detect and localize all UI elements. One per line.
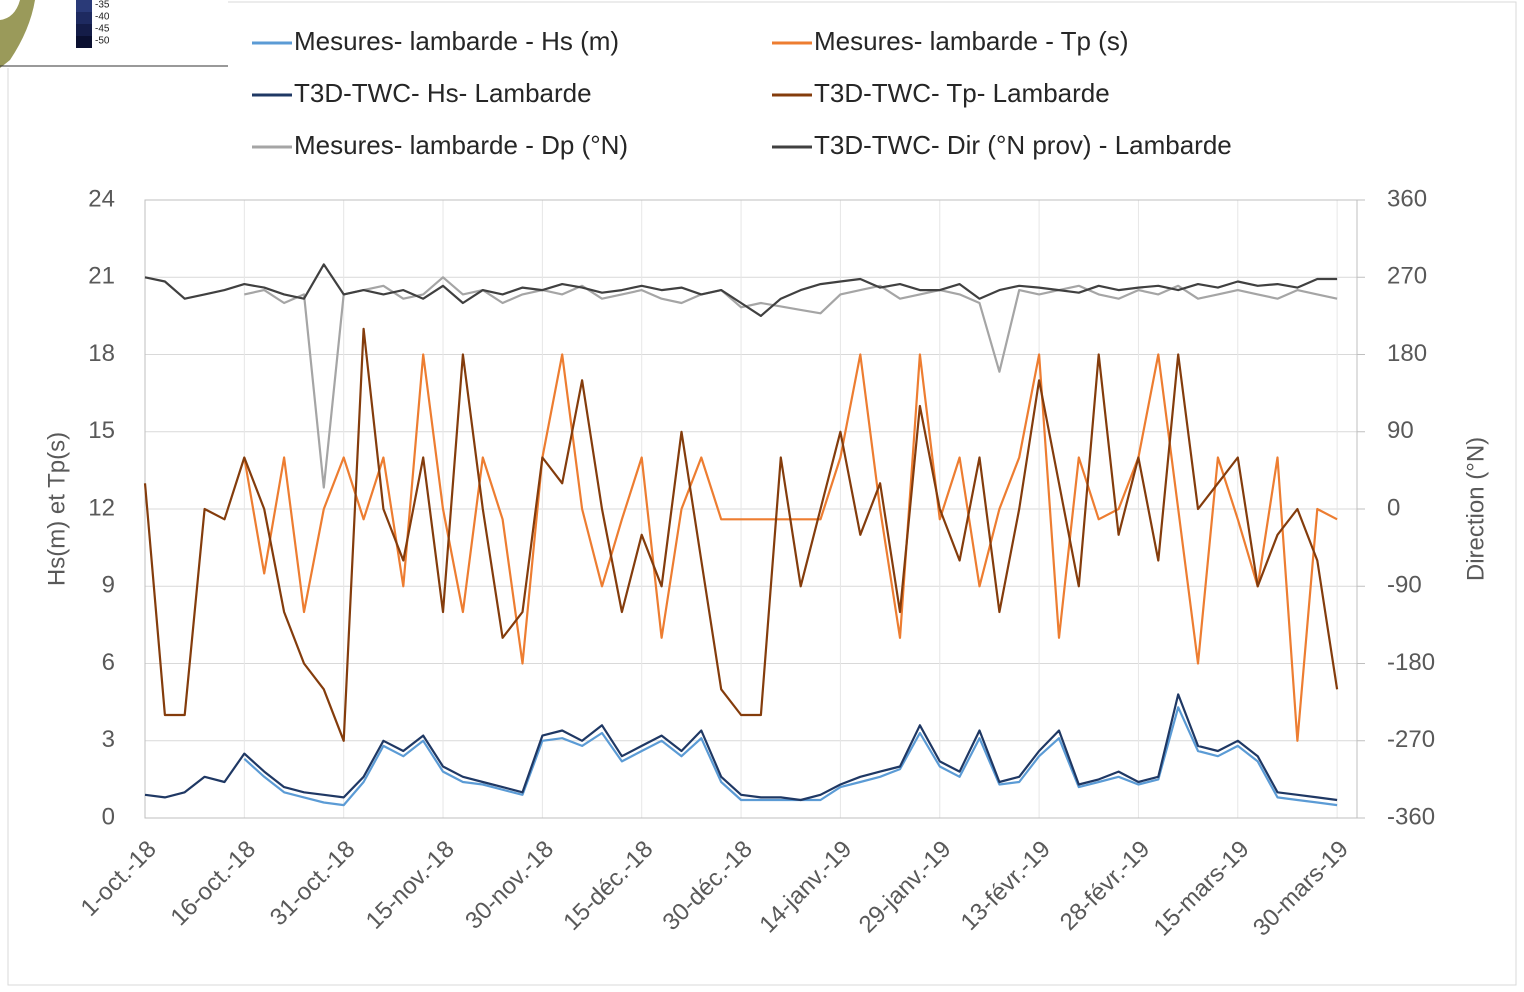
x-tick-label: 13-févr.-19 — [956, 836, 1056, 936]
chart-frame — [8, 2, 1516, 985]
y-tick-label: 12 — [88, 494, 115, 521]
legend-label: T3D-TWC- Hs- Lambarde — [294, 78, 592, 108]
legend-label: Mesures- lambarde - Tp (s) — [814, 26, 1129, 56]
y2-axis-title: Direction (°N) — [1462, 437, 1489, 581]
y2-tick-label: 270 — [1387, 263, 1427, 290]
x-tick-label: 15-déc.-18 — [558, 836, 658, 936]
legend-label: T3D-TWC- Dir (°N prov) - Lambarde — [814, 130, 1232, 160]
y-tick-label: 24 — [88, 185, 115, 212]
x-tick-label: 30-nov.-18 — [460, 836, 559, 935]
y-tick-label: 21 — [88, 263, 115, 290]
x-tick-label: 30-mars-19 — [1248, 836, 1354, 942]
x-tick-label: 28-févr.-19 — [1055, 836, 1155, 936]
y-tick-label: 6 — [102, 649, 115, 676]
y2-tick-label: 90 — [1387, 417, 1414, 444]
inset-swatch — [76, 36, 92, 48]
inset-label: -50 — [95, 36, 110, 47]
series-line — [244, 707, 1337, 805]
series-line — [244, 277, 1337, 487]
inset-label: -45 — [95, 24, 110, 35]
y2-tick-label: 0 — [1387, 494, 1400, 521]
y2-tick-label: 360 — [1387, 185, 1427, 212]
inset-bg — [0, 0, 228, 68]
y2-tick-label: -180 — [1387, 649, 1435, 676]
y2-tick-label: -90 — [1387, 572, 1422, 599]
legend: Mesures- lambarde - Hs (m) Mesures- lamba… — [252, 26, 1232, 160]
x-tick-label: 30-déc.-18 — [658, 836, 758, 936]
y-tick-label: 0 — [102, 803, 115, 830]
x-tick-label: 15-nov.-18 — [361, 836, 460, 935]
y-tick-label: 9 — [102, 572, 115, 599]
y-tick-label: 18 — [88, 340, 115, 367]
inset-swatch — [76, 0, 92, 12]
y2-tick-label: 180 — [1387, 340, 1427, 367]
y-tick-label: 3 — [102, 726, 115, 753]
x-tick-label: 14-janv.-19 — [754, 836, 857, 939]
x-tick-label: 15-mars-19 — [1149, 836, 1255, 942]
legend-label: T3D-TWC- Tp- Lambarde — [814, 78, 1110, 108]
x-tick-label: 29-janv.-19 — [854, 836, 957, 939]
x-tick-label: 16-oct.-18 — [166, 836, 262, 932]
legend-label: Mesures- lambarde - Hs (m) — [294, 26, 619, 56]
inset-map: -35 -40 -45 -50 — [0, 0, 228, 68]
y2-tick-label: -360 — [1387, 803, 1435, 830]
inset-swatch — [76, 12, 92, 24]
y2-tick-label: -270 — [1387, 726, 1435, 753]
x-tick-label: 31-oct.-18 — [265, 836, 361, 932]
inset-label: -40 — [95, 12, 110, 23]
legend-label: Mesures- lambarde - Dp (°N) — [294, 130, 628, 160]
inset-swatch — [76, 24, 92, 36]
x-tick-label: 1-oct.-18 — [76, 836, 162, 922]
chart: -35 -40 -45 -50 Hs(m) et Tp(s) Direction… — [0, 0, 1524, 992]
y-tick-label: 15 — [88, 417, 115, 444]
inset-label: -35 — [95, 0, 110, 11]
y-axis-title: Hs(m) et Tp(s) — [43, 432, 70, 586]
